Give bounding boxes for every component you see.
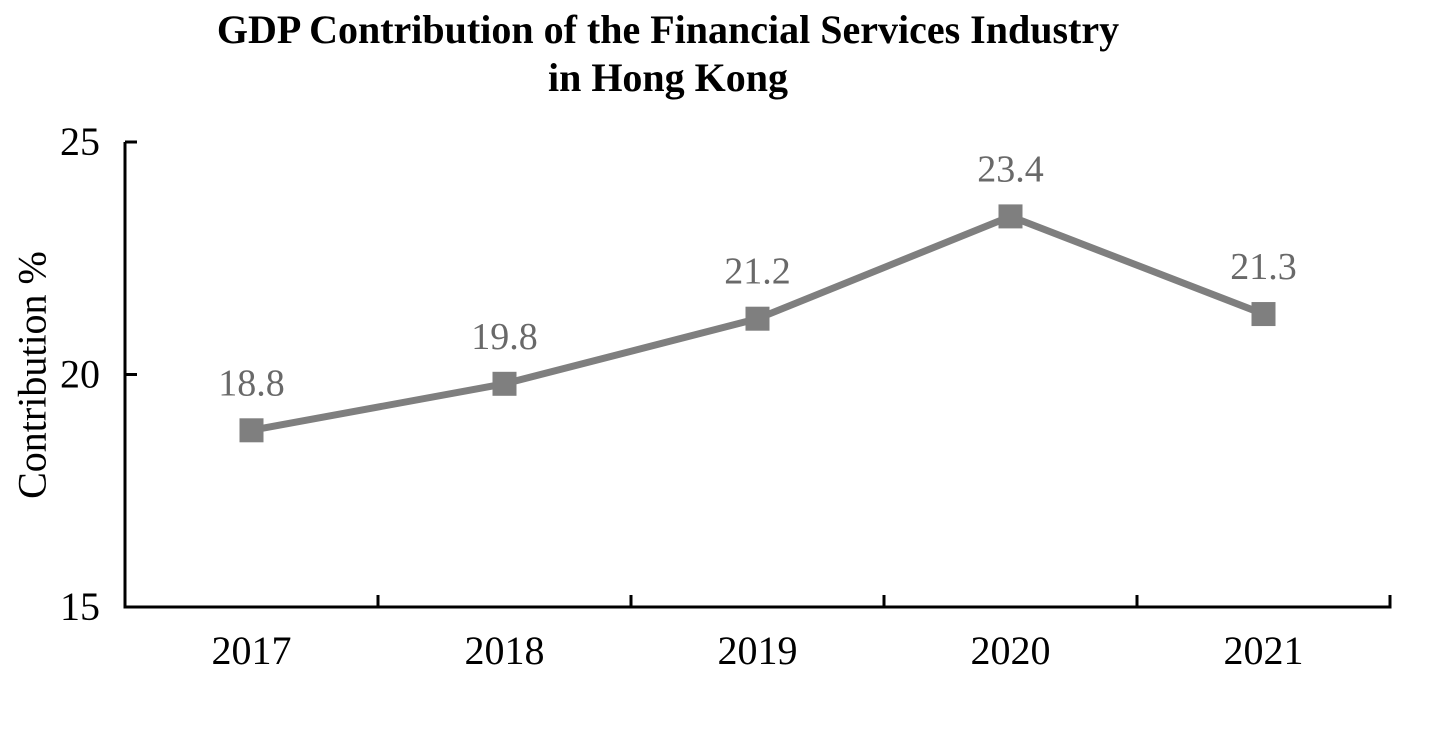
data-point-marker — [492, 371, 517, 396]
x-tick-label: 2020 — [971, 628, 1051, 673]
data-point-marker — [998, 204, 1023, 229]
data-point-label: 21.2 — [724, 251, 791, 293]
chart-title-line-2: in Hong Kong — [547, 55, 789, 100]
x-tick-label: 2019 — [718, 628, 798, 673]
data-point-label: 21.3 — [1230, 246, 1297, 288]
data-point-marker — [239, 418, 264, 443]
y-tick-label: 20 — [60, 352, 100, 397]
data-point-label: 19.8 — [471, 316, 538, 358]
x-tick-label: 2021 — [1224, 628, 1304, 673]
chart-title-line-1: GDP Contribution of the Financial Servic… — [216, 7, 1120, 52]
data-point-label: 23.4 — [977, 148, 1044, 190]
y-tick-label: 15 — [60, 584, 100, 629]
y-tick-label: 25 — [60, 119, 100, 164]
data-point-label: 18.8 — [218, 362, 285, 404]
chart-title: GDP Contribution of the Financial Servic… — [0, 6, 1336, 102]
data-point-marker — [745, 306, 770, 331]
data-point-marker — [1251, 302, 1276, 327]
x-tick-label: 2017 — [212, 628, 292, 673]
x-tick-label: 2018 — [465, 628, 545, 673]
